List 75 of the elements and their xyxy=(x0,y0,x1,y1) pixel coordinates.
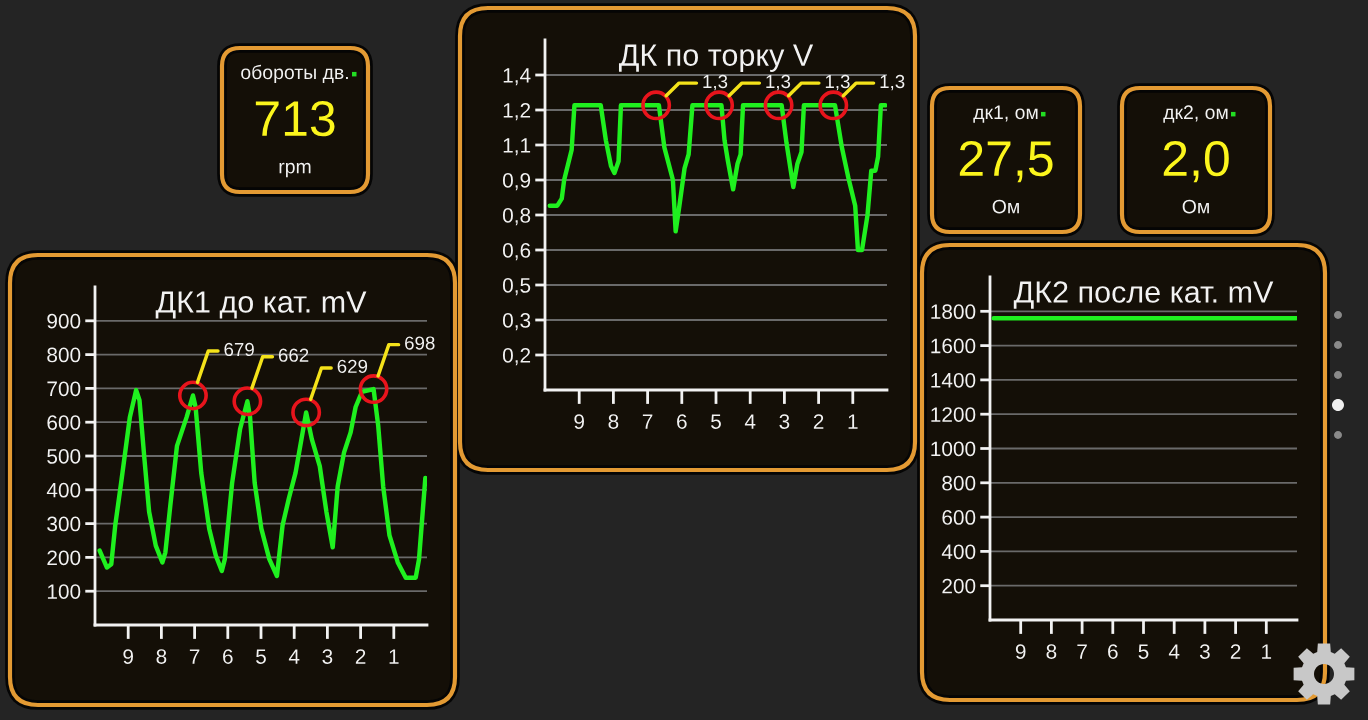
y-tick-label: 1400 xyxy=(931,372,976,388)
y-tick-label: 200 xyxy=(942,578,976,594)
y-tick-label: 0,6 xyxy=(502,243,531,261)
x-tick-label: 7 xyxy=(189,649,200,664)
y-tick-label: 0,2 xyxy=(502,348,531,366)
annotation: 698 xyxy=(405,336,435,350)
text: 713 xyxy=(255,100,335,137)
y-tick-label: 1200 xyxy=(931,407,976,422)
x-tick-label: 9 xyxy=(1015,644,1026,659)
y-tick-label: 600 xyxy=(47,415,81,430)
line-series xyxy=(547,103,887,253)
y-tick-label: 0,8 xyxy=(502,208,531,226)
x-tick-label: 6 xyxy=(1108,644,1118,659)
x-tick-label: 2 xyxy=(355,649,366,664)
y-tick-label: 1000 xyxy=(931,441,976,457)
annotation: 1,3 xyxy=(825,74,850,91)
y-tick-label: 500 xyxy=(47,449,81,464)
x-tick-label: 6 xyxy=(677,414,687,429)
x-tick-label: 4 xyxy=(1168,644,1180,659)
x-tick-label: 7 xyxy=(1077,644,1087,659)
text: Ом xyxy=(992,199,1019,214)
x-tick-label: 2 xyxy=(813,414,824,429)
y-tick-label: 1,2 xyxy=(503,103,531,121)
x-tick-label: 2 xyxy=(1230,644,1241,659)
x-tick-label: 1 xyxy=(848,414,858,429)
x-tick-label: 9 xyxy=(574,414,585,429)
x-tick-label: 8 xyxy=(608,414,619,429)
chart-title: ДК по торку V xyxy=(618,44,814,72)
y-tick-label: 300 xyxy=(47,516,81,532)
y-tick-label: 800 xyxy=(47,347,81,363)
x-tick-label: 1 xyxy=(1262,644,1272,659)
y-tick-label: 700 xyxy=(47,381,81,397)
y-tick-label: 200 xyxy=(47,550,81,566)
y-tick-label: 0,3 xyxy=(502,313,531,331)
x-tick-label: 5 xyxy=(1138,644,1149,659)
x-tick-label: 8 xyxy=(1046,644,1057,659)
x-tick-label: 5 xyxy=(711,414,721,429)
annotation: 1,3 xyxy=(766,74,791,91)
y-tick-label: 1800 xyxy=(931,304,976,320)
text: 2,0 xyxy=(1163,140,1229,183)
x-tick-label: 6 xyxy=(223,649,233,664)
x-tick-label: 4 xyxy=(744,414,756,429)
text: 27,5 xyxy=(959,140,1053,183)
annotation: 679 xyxy=(224,342,254,357)
text: rpm xyxy=(279,162,311,178)
annotation: 629 xyxy=(337,359,368,373)
annotation: 1,3 xyxy=(703,74,728,91)
y-tick-label: 400 xyxy=(46,482,81,498)
y-tick-label: 900 xyxy=(47,313,81,329)
annotation: 662 xyxy=(278,348,309,362)
annotation: 1,3 xyxy=(880,74,905,91)
x-tick-label: 9 xyxy=(123,649,134,664)
chart-title: ДК1 до кат. mV xyxy=(155,291,367,319)
x-tick-label: 7 xyxy=(642,414,653,429)
y-tick-label: 0,5 xyxy=(502,278,531,296)
y-tick-label: 100 xyxy=(47,584,81,599)
y-tick-label: 400 xyxy=(941,544,976,560)
y-tick-label: 0,9 xyxy=(502,173,531,191)
x-tick-label: 3 xyxy=(1199,644,1210,659)
x-tick-label: 3 xyxy=(779,414,790,429)
text: дк1, ом xyxy=(973,105,1038,123)
x-tick-label: 4 xyxy=(288,649,300,664)
y-tick-label: 600 xyxy=(942,510,976,525)
y-tick-label: 1,1 xyxy=(503,138,531,156)
x-tick-label: 1 xyxy=(389,649,399,664)
text: Ом xyxy=(1182,199,1209,214)
y-tick-label: 800 xyxy=(942,475,976,491)
x-tick-label: 5 xyxy=(256,649,266,664)
x-tick-label: 8 xyxy=(156,649,167,664)
text: обороты дв. xyxy=(241,64,348,84)
x-tick-label: 3 xyxy=(322,649,333,664)
y-tick-label: 1600 xyxy=(931,338,976,354)
text: дк2, ом xyxy=(1163,105,1228,123)
y-tick-label: 1,4 xyxy=(503,68,531,86)
chart-title: ДК2 после кат. mV xyxy=(1013,281,1274,309)
